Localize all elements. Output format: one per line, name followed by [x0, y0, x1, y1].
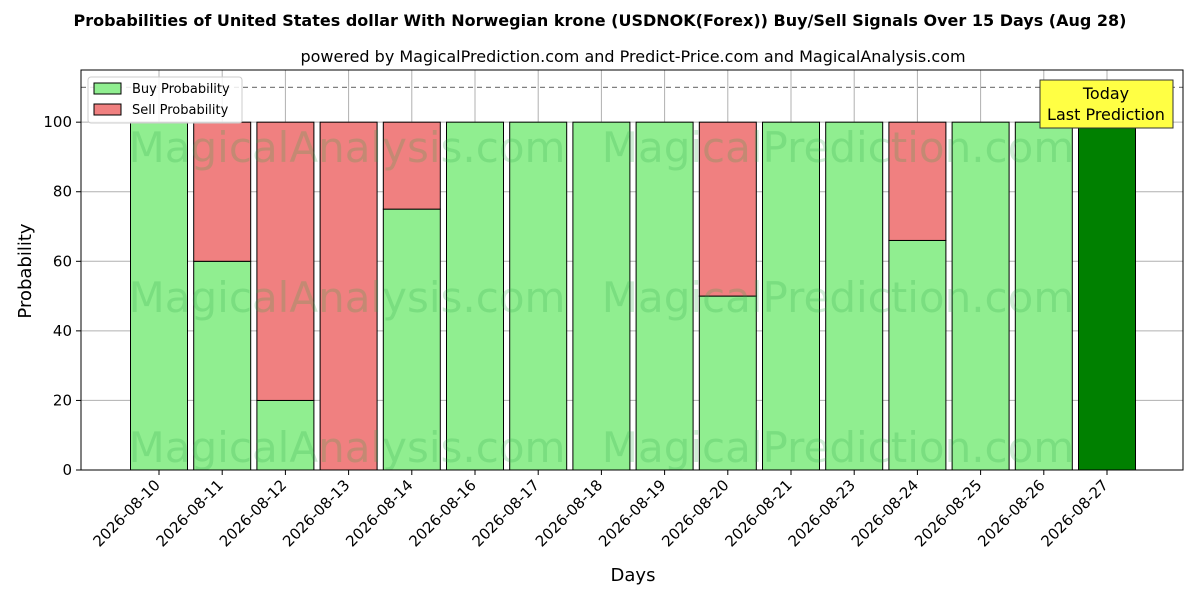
- x-tick-label: 2026-08-27: [1037, 476, 1111, 550]
- buy-bar: [762, 121, 820, 471]
- sell-bar: [256, 121, 315, 401]
- x-tick-label: 2026-08-10: [89, 476, 163, 550]
- y-tick-label: 60: [53, 252, 72, 270]
- sell-bar: [888, 121, 947, 241]
- watermark-text: MagicalAnalysis.com: [129, 423, 566, 472]
- y-tick-label: 0: [62, 461, 72, 479]
- watermark-text: MagicalAnalysis.com: [129, 273, 566, 322]
- chart-title: Probabilities of United States dollar Wi…: [74, 11, 1127, 30]
- watermark-text: MagicalAnalysis.com: [129, 123, 566, 172]
- x-tick-label: 2026-08-16: [405, 476, 479, 550]
- x-tick-label: 2026-08-25: [911, 476, 985, 550]
- watermark-text: MagicalPrediction.com: [602, 123, 1075, 172]
- buy-bar: [382, 208, 441, 471]
- sell-bar: [319, 121, 378, 471]
- legend-swatch-buy: [93, 82, 122, 95]
- plot-frame: [80, 69, 1184, 471]
- watermark-text: MagicalPrediction.com: [602, 423, 1075, 472]
- buy-bar: [1078, 121, 1136, 471]
- buy-bar: [446, 121, 504, 471]
- x-tick-label: 2026-08-17: [469, 476, 543, 550]
- x-tick-label: 2026-08-19: [595, 476, 669, 550]
- today-label: Today: [1082, 84, 1129, 103]
- x-tick-label: 2026-08-13: [279, 476, 353, 550]
- watermarks: MagicalAnalysis.com MagicalPrediction.com…: [129, 123, 1075, 472]
- chart-subtitle: powered by MagicalPrediction.com and Pre…: [300, 47, 965, 66]
- x-axis-label: Days: [611, 565, 656, 586]
- legend-label-sell: Sell Probability: [132, 103, 229, 118]
- axes: [80, 69, 1184, 471]
- y-tick-label: 80: [53, 183, 72, 201]
- x-tick-label: 2026-08-21: [721, 476, 795, 550]
- buy-bar: [509, 121, 568, 471]
- today-annotation: Today Last Prediction: [1039, 79, 1174, 129]
- x-tick-label: 2026-08-26: [974, 476, 1048, 550]
- buy-bar: [698, 295, 757, 471]
- x-tick-label: 2026-08-20: [658, 476, 732, 550]
- legend-swatch-sell: [93, 103, 122, 116]
- bars: [130, 121, 1136, 471]
- x-tick-label: 2026-08-12: [216, 476, 290, 550]
- watermark-text: MagicalPrediction.com: [602, 273, 1075, 322]
- y-ticks: 0 20 40 60 80 100: [43, 113, 81, 479]
- sell-bar: [193, 121, 252, 262]
- sell-bar: [698, 121, 757, 297]
- buy-bar: [572, 121, 631, 471]
- buy-bar: [635, 121, 694, 471]
- y-tick-label: 20: [53, 391, 72, 409]
- legend: Buy Probability Sell Probability: [87, 76, 243, 124]
- buy-bar: [825, 121, 884, 471]
- x-tick-label: 2026-08-18: [532, 476, 606, 550]
- x-tick-label: 2026-08-14: [342, 476, 416, 550]
- buy-bar: [888, 239, 947, 471]
- sell-bar: [382, 121, 441, 210]
- x-tick-label: 2026-08-24: [848, 476, 922, 550]
- last-prediction-label: Last Prediction: [1047, 105, 1165, 124]
- buy-bar: [1014, 121, 1073, 471]
- x-ticks: 2026-08-102026-08-112026-08-122026-08-13…: [89, 470, 1112, 550]
- y-tick-label: 100: [43, 113, 72, 131]
- buy-bar: [951, 121, 1010, 471]
- x-tick-label: 2026-08-11: [153, 476, 227, 550]
- x-tick-label: 2026-08-23: [785, 476, 859, 550]
- y-tick-label: 40: [53, 322, 72, 340]
- legend-label-buy: Buy Probability: [132, 82, 230, 97]
- y-axis-label: Probability: [15, 223, 36, 318]
